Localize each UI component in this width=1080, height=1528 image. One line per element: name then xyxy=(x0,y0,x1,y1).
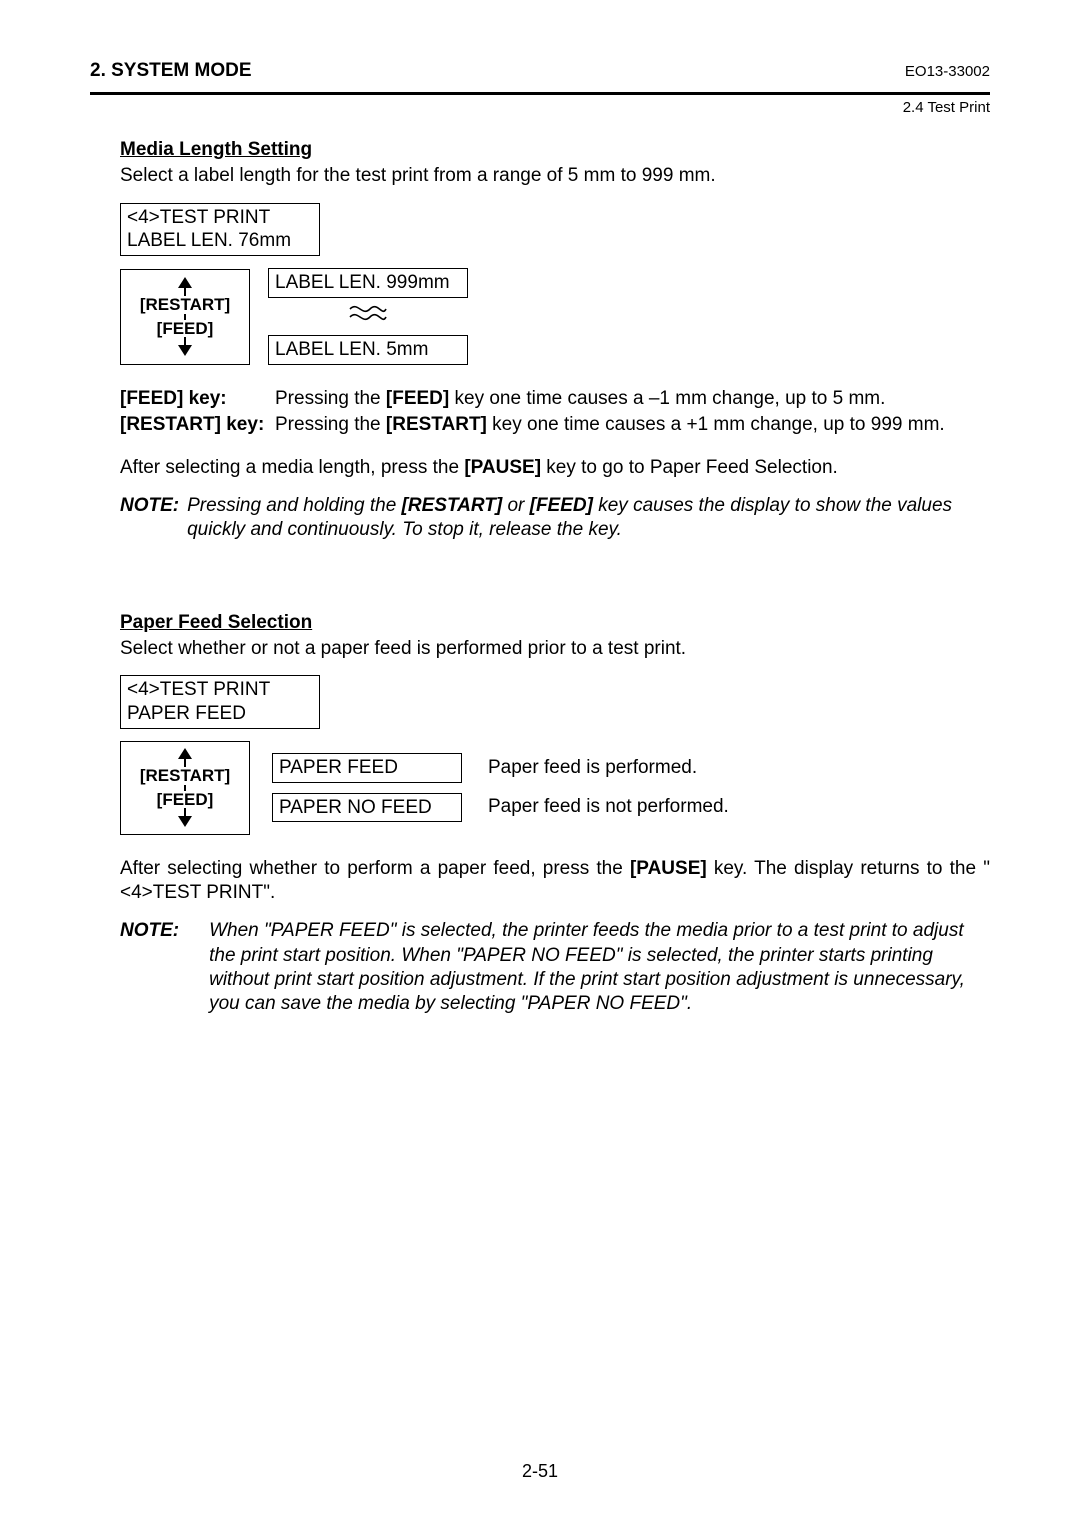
note-body: When "PAPER FEED" is selected, the print… xyxy=(209,919,990,1016)
note-label: NOTE: xyxy=(120,919,179,1016)
header-sub: 2.4 Test Print xyxy=(90,99,990,116)
page-number: 2-51 xyxy=(0,1461,1080,1482)
control-feed: [FEED] xyxy=(157,791,214,809)
lcd-max: LABEL LEN. 999mm xyxy=(268,268,468,298)
divider xyxy=(90,92,990,95)
lcd-pf-opt2: PAPER NO FEED xyxy=(272,793,462,823)
control-restart: [RESTART] xyxy=(140,767,230,785)
feed-key-desc: Pressing the [FEED] key one time causes … xyxy=(275,387,990,411)
arrow-down-icon xyxy=(178,816,192,827)
lcd-line: PAPER FEED xyxy=(127,702,313,726)
media-title: Media Length Setting xyxy=(120,138,990,162)
lcd-line: LABEL LEN. 999mm xyxy=(275,271,461,295)
note-body: Pressing and holding the [RESTART] or [F… xyxy=(187,494,990,543)
arrow-down-icon xyxy=(178,345,192,356)
feed-key-label: [FEED] key: xyxy=(120,387,275,411)
lcd-line: LABEL LEN. 5mm xyxy=(275,338,461,362)
control-box: [RESTART] [FEED] xyxy=(120,269,250,365)
pf-opt1-desc: Paper feed is performed. xyxy=(488,756,697,780)
media-after: After selecting a media length, press th… xyxy=(120,456,990,480)
note-label: NOTE: xyxy=(120,494,179,543)
pf-opt2-desc: Paper feed is not performed. xyxy=(488,795,729,819)
lcd-line: <4>TEST PRINT xyxy=(127,206,313,230)
control-box: [RESTART] [FEED] xyxy=(120,741,250,835)
pf-after: After selecting whether to perform a pap… xyxy=(120,857,990,906)
lcd-line: <4>TEST PRINT xyxy=(127,678,313,702)
control-restart: [RESTART] xyxy=(140,296,230,314)
lcd-pf-opt1: PAPER FEED xyxy=(272,753,462,783)
lcd-media-top: <4>TEST PRINT LABEL LEN. 76mm xyxy=(120,203,320,257)
pf-intro: Select whether or not a paper feed is pe… xyxy=(120,637,990,661)
media-intro: Select a label length for the test print… xyxy=(120,164,990,188)
lcd-line: PAPER FEED xyxy=(279,756,455,780)
pf-title: Paper Feed Selection xyxy=(120,611,990,635)
restart-key-label: [RESTART] key: xyxy=(120,413,275,437)
lcd-pf-top: <4>TEST PRINT PAPER FEED xyxy=(120,675,320,729)
lcd-line: LABEL LEN. 76mm xyxy=(127,229,313,253)
header-left: 2. SYSTEM MODE xyxy=(90,60,252,82)
lcd-line: PAPER NO FEED xyxy=(279,796,455,820)
restart-key-desc: Pressing the [RESTART] key one time caus… xyxy=(275,413,990,437)
header-right: EO13-33002 xyxy=(905,63,990,80)
squiggle-icon xyxy=(268,304,468,329)
control-feed: [FEED] xyxy=(157,320,214,338)
lcd-min: LABEL LEN. 5mm xyxy=(268,335,468,365)
